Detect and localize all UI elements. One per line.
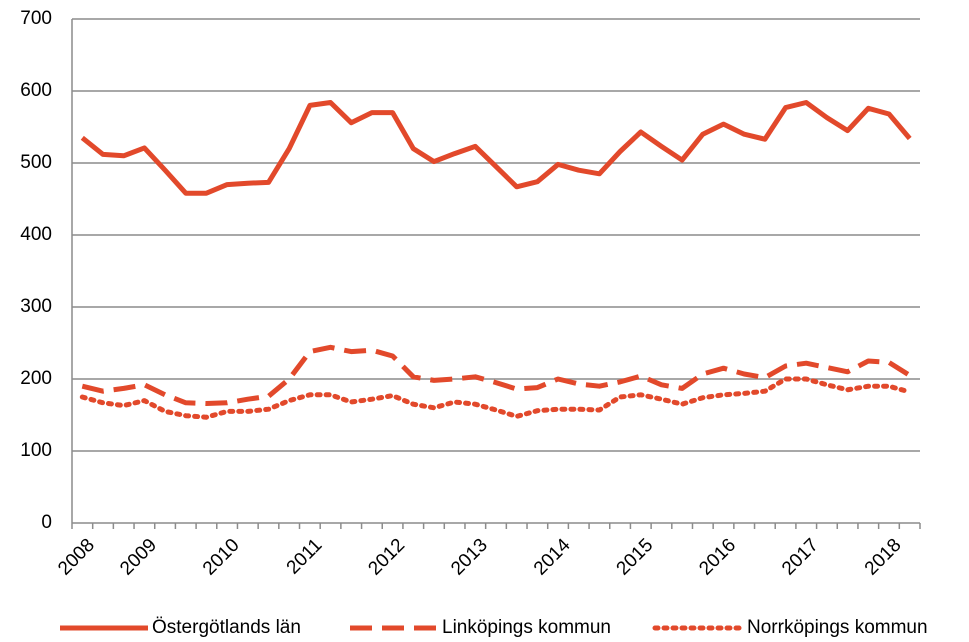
y-tick-label: 700 bbox=[20, 8, 52, 29]
x-tick-label: 2014 bbox=[530, 534, 575, 579]
x-tick-label: 2016 bbox=[695, 535, 740, 580]
y-tick-label: 0 bbox=[41, 512, 52, 533]
y-tick-label: 400 bbox=[20, 224, 52, 245]
x-tick-label: 2018 bbox=[861, 535, 906, 580]
y-tick-label: 500 bbox=[20, 152, 52, 173]
x-tick-label: 2013 bbox=[447, 535, 492, 580]
line-series bbox=[79, 376, 913, 420]
x-tick-label: 2012 bbox=[364, 535, 409, 580]
legend-label: Linköpings kommun bbox=[442, 617, 611, 638]
x-tick-label: 2008 bbox=[54, 535, 99, 580]
legend-label: Norrköpings kommun bbox=[747, 617, 928, 638]
y-tick-label: 100 bbox=[20, 440, 52, 461]
y-tick-label: 600 bbox=[20, 80, 52, 101]
y-tick-label: 200 bbox=[20, 368, 52, 389]
line-series bbox=[81, 344, 912, 406]
x-tick-label: 2017 bbox=[778, 535, 823, 580]
legend-label: Östergötlands län bbox=[152, 617, 301, 638]
x-tick-label: 2009 bbox=[116, 535, 161, 580]
x-tick-label: 2011 bbox=[283, 535, 327, 579]
line-series bbox=[80, 100, 912, 196]
x-tick-label: 2015 bbox=[613, 535, 658, 580]
y-tick-label: 300 bbox=[20, 296, 52, 317]
x-tick-label: 2010 bbox=[199, 535, 244, 580]
